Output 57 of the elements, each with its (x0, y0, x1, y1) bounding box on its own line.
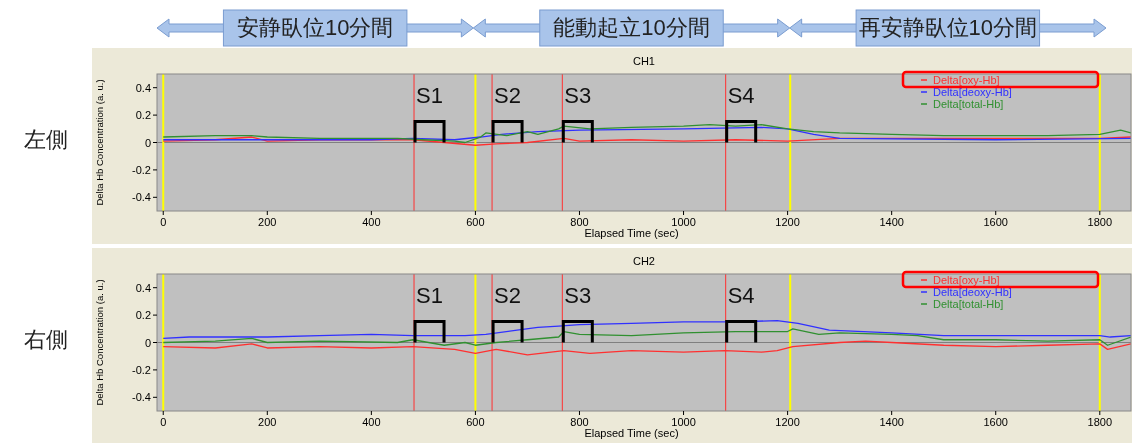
legend-label: Delta[deoxy-Hb] (933, 286, 1012, 298)
x-tick-label: 400 (362, 216, 381, 228)
annotation: S2 (494, 282, 521, 308)
legend-label: Delta[oxy-Hb] (933, 74, 1000, 86)
x-tick-label: 1200 (775, 216, 800, 228)
line-series (162, 328, 1131, 346)
x-tick-label: 1800 (1087, 416, 1113, 428)
x-tick-label: 200 (258, 216, 277, 228)
annotation: S4 (727, 82, 755, 108)
chart-title: CH2 (632, 255, 656, 267)
x-tick-label: 1400 (879, 416, 904, 428)
legend-label: Delta[deoxy-Hb] (933, 86, 1012, 98)
x-tick-label: 1400 (879, 216, 904, 228)
x-tick-label: 200 (258, 416, 277, 428)
annotation: S3 (564, 82, 592, 108)
x-axis-title: Elapsed Time (sec) (584, 227, 679, 239)
text: 能動起立10分間 (553, 15, 710, 40)
y-tick-label: 0 (144, 336, 151, 349)
text: 安静臥位10分間 (236, 15, 394, 40)
chart-title: CH1 (632, 55, 656, 67)
x-tick-label: 1800 (1087, 216, 1113, 228)
legend-label: Delta[oxy-Hb] (933, 274, 1000, 286)
x-tick-label: 1000 (671, 416, 696, 428)
y-tick-label: 0.4 (135, 281, 151, 294)
x-tick-label: 1600 (983, 416, 1008, 428)
y-tick-label: -0.4 (132, 391, 151, 404)
text: 再安静臥位10分間 (858, 15, 1038, 40)
annotation: S1 (416, 82, 443, 108)
y-tick-label: 0.2 (135, 109, 151, 122)
x-axis-title: Elapsed Time (sec) (584, 427, 679, 439)
x-tick-label: 0 (160, 416, 167, 428)
y-tick-label: -0.2 (132, 163, 151, 176)
x-tick-label: 1000 (671, 216, 696, 228)
y-tick-label: 0.2 (135, 309, 151, 322)
x-tick-label: 600 (466, 416, 485, 428)
x-tick-label: 800 (570, 216, 589, 228)
y-axis-title: Delta Hb Concentration (a. u.) (94, 79, 105, 206)
x-tick-label: 1600 (983, 216, 1008, 228)
x-tick-label: 400 (362, 416, 381, 428)
y-axis-title: Delta Hb Concentration (a. u.) (94, 279, 105, 406)
legend-label: Delta[total-Hb] (933, 298, 1004, 310)
annotation: S2 (494, 82, 521, 108)
annotation: S4 (727, 282, 755, 308)
x-tick-label: 1200 (775, 416, 800, 428)
text: 右側 (24, 326, 68, 352)
annotation: S3 (564, 282, 592, 308)
x-tick-label: 600 (466, 216, 485, 228)
text: 左側 (24, 126, 68, 152)
y-tick-label: 0.4 (135, 81, 151, 94)
line-series (162, 319, 1131, 340)
legend-label: Delta[total-Hb] (933, 98, 1004, 110)
x-tick-label: 800 (570, 416, 589, 428)
x-tick-label: 0 (160, 216, 167, 228)
y-tick-label: -0.2 (132, 363, 151, 376)
y-tick-label: -0.4 (132, 191, 151, 204)
y-tick-label: 0 (144, 136, 151, 149)
annotation: S1 (416, 282, 443, 308)
